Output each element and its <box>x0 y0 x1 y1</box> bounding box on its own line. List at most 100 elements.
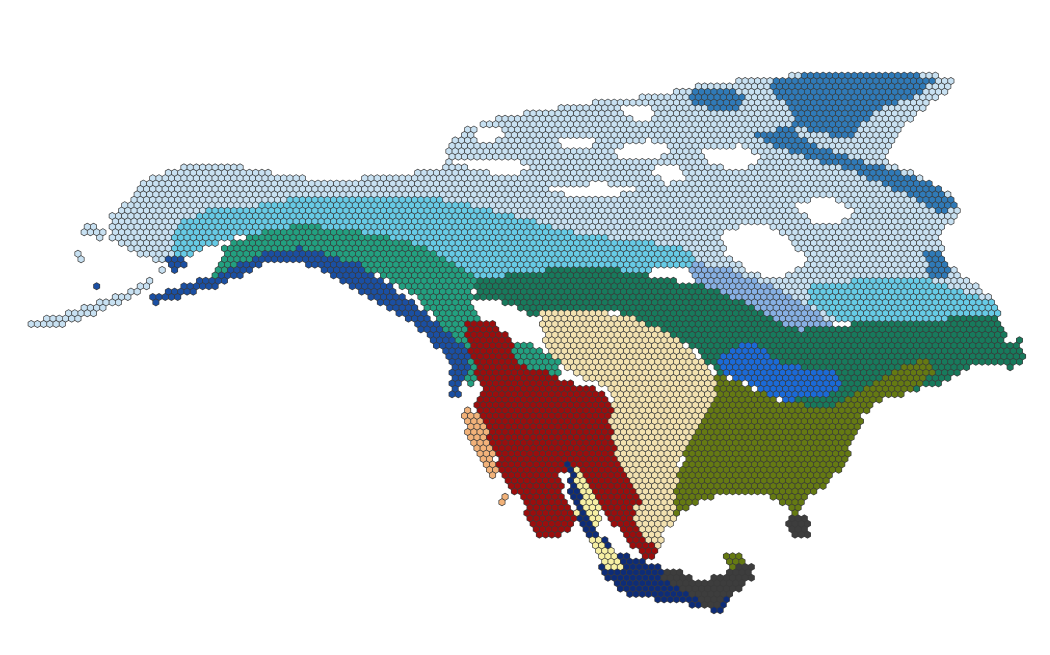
hex-cell-tundra-light <box>492 120 500 129</box>
hex-cell-tundra-light <box>754 217 762 226</box>
hex-cell-prairie-wheat <box>588 373 596 383</box>
hex-cell-tundra-light <box>124 292 132 302</box>
hex-cell-subarctic-sky <box>236 228 244 237</box>
hex-cell-tundra-light <box>557 179 565 188</box>
hex-cell-tundra-light <box>498 152 506 161</box>
hex-cell-tundra-light <box>570 179 578 188</box>
hex-cell-boreal-green <box>963 363 970 372</box>
hex-cell-coast-navy <box>211 282 219 291</box>
hex-cell-coast-navy <box>348 282 356 291</box>
hex-cell-boreal-green <box>486 292 493 302</box>
hex-cell-tundra-light <box>473 152 481 161</box>
hex-cell-boreal-green <box>984 357 992 366</box>
hex-cell-tundra-light <box>931 93 939 102</box>
hex-cell-tundra-light <box>510 152 518 161</box>
hex-cell-tundra-light <box>77 255 85 264</box>
hex-cell-subarctic-sky <box>673 260 681 269</box>
hex-cell-coast-navy <box>255 260 263 269</box>
hex-cell-tundra-light <box>638 136 646 145</box>
hex-cell-tundra-light <box>635 98 643 107</box>
hex-cell-subarctic-sky <box>679 260 687 269</box>
hex-cell-tundra-light <box>68 314 76 323</box>
hex-cell-tundra-light <box>751 147 758 156</box>
hex-cell-coast-navy <box>311 260 319 269</box>
hex-cell-coast-navy <box>93 282 101 291</box>
hex-cell-boreal-green <box>1016 357 1023 366</box>
hex-cell-subarctic-sky <box>835 314 843 323</box>
hex-cell-subarctic-sky <box>666 260 674 269</box>
hex-cell-tundra-light <box>663 157 671 167</box>
hex-cell-tundra-light <box>669 157 677 167</box>
hex-cell-tundra-light <box>118 238 126 248</box>
hex-cell-tundra-light <box>651 136 659 145</box>
hex-cell-tundra-light <box>813 190 821 199</box>
hex-cell-tundra-light <box>704 141 712 150</box>
hex-cell-taiga-teal <box>398 282 406 291</box>
hex-cell-tundra-light <box>454 152 462 161</box>
hex-cell-tundra-light <box>158 255 166 264</box>
hex-cell-tundra-light <box>582 179 590 188</box>
hex-cell-tundra-light <box>629 98 637 107</box>
hex-cell-coast-navy <box>174 292 182 302</box>
hex-cell-tundra-light <box>760 217 768 226</box>
hex-cell-tundra-light <box>579 130 587 140</box>
hex-cell-tundra-light <box>33 319 41 329</box>
hex-cell-tundra-light <box>108 233 116 242</box>
hex-cell-tundra-light <box>657 136 665 145</box>
hex-cell-boreal-green <box>532 309 540 318</box>
hex-cell-boreal-green <box>953 368 961 377</box>
hex-cell-subarctic-sky <box>196 244 203 253</box>
hex-cell-boreal-green <box>492 292 500 302</box>
hex-cell-tundra-light <box>143 249 150 258</box>
hex-cell-tundra-light <box>819 190 827 199</box>
hex-cell-coast-navy <box>339 276 347 285</box>
hex-cell-coast-navy <box>358 287 366 296</box>
hex-cell-coast-navy <box>171 265 179 275</box>
hex-cell-tundra-light <box>585 130 593 140</box>
hex-cell-coast-navy <box>417 325 425 334</box>
hex-cell-tundra-light <box>96 233 104 242</box>
hex-cell-tundra-light <box>136 249 144 258</box>
hex-cell-tundra-light <box>804 195 811 204</box>
hex-layer <box>27 71 1027 615</box>
hex-cell-boreal-green <box>610 303 618 312</box>
hex-cell-tundra-light <box>794 244 802 253</box>
hex-cell-tundra-light <box>607 179 615 188</box>
hex-cell-tundra-light <box>641 98 649 107</box>
hex-cell-tundra-light <box>741 141 749 150</box>
hex-cell-coast-navy <box>433 341 440 350</box>
hex-cell-boreal-green <box>991 357 999 366</box>
hex-cell-coast-navy <box>395 309 403 318</box>
hex-cell-taiga-teal <box>408 287 415 296</box>
hex-cell-tundra-light <box>632 136 640 145</box>
hex-cell-tundra-light <box>133 287 141 296</box>
hex-cell-coast-navy <box>330 271 338 280</box>
hex-cell-tundra-light <box>479 120 487 129</box>
hex-cell-tundra-light <box>486 152 493 161</box>
hex-cell-tundra-light <box>143 282 150 291</box>
hex-cell-tundra-light <box>152 255 160 264</box>
hex-cell-tundra-light <box>726 222 734 231</box>
hex-cell-coast-navy <box>264 255 272 264</box>
hex-cell-boreal-green <box>978 357 986 366</box>
hex-cell-tundra-light <box>567 130 575 140</box>
hex-cell-coast-navy <box>180 260 188 269</box>
hex-cell-subarctic-sky <box>211 238 219 248</box>
hex-cell-tundra-light <box>99 303 107 312</box>
hex-cell-tundra-light <box>729 141 737 150</box>
hex-cell-coast-navy <box>230 271 238 280</box>
hex-cell-tundra-light <box>947 217 955 226</box>
hex-cell-coast-navy <box>367 292 375 302</box>
hex-cell-coast-navy <box>404 314 412 323</box>
hex-cell-tundra-light <box>844 201 852 210</box>
hex-cell-coast-navy <box>376 298 384 307</box>
hex-cell-boreal-green <box>1006 363 1014 372</box>
hex-cell-tundra-light <box>492 152 500 161</box>
hex-cell-tundra-light <box>90 309 97 318</box>
hex-cell-tundra-light <box>158 265 166 275</box>
hex-cell-tundra-light <box>486 120 493 129</box>
hex-cell-coast-navy <box>168 292 175 302</box>
hex-cell-boreal-green <box>997 357 1005 366</box>
hex-cell-boreal-green <box>517 303 525 312</box>
